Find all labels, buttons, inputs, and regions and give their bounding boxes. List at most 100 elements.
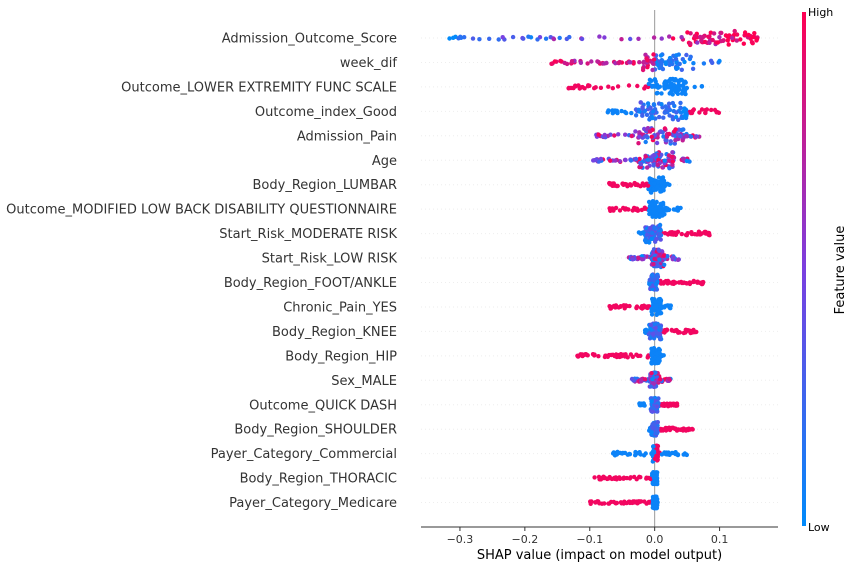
shap-point bbox=[655, 274, 660, 279]
shap-point bbox=[651, 448, 656, 454]
shap-point bbox=[675, 208, 681, 213]
shap-point bbox=[651, 262, 656, 267]
shap-point bbox=[701, 279, 706, 285]
shap-point bbox=[693, 329, 698, 335]
shap-point bbox=[670, 162, 675, 167]
shap-point bbox=[667, 62, 672, 67]
shap-point bbox=[691, 278, 696, 284]
shap-point bbox=[738, 37, 743, 42]
feature-label: Sex_MALE bbox=[331, 374, 397, 389]
shap-point bbox=[725, 38, 730, 43]
shap-point bbox=[657, 204, 662, 210]
shap-point bbox=[636, 255, 641, 260]
shap-point bbox=[678, 427, 683, 432]
shap-point bbox=[655, 443, 661, 449]
shap-point bbox=[675, 132, 680, 137]
feature-label: Age bbox=[372, 154, 397, 169]
shap-point bbox=[674, 53, 679, 58]
shap-point bbox=[707, 34, 712, 39]
shap-point bbox=[551, 36, 557, 42]
shap-point bbox=[658, 304, 664, 310]
shap-point bbox=[639, 401, 644, 406]
shap-point bbox=[654, 91, 659, 96]
shap-point bbox=[717, 35, 722, 40]
shap-point bbox=[658, 64, 664, 70]
shap-point bbox=[607, 181, 612, 186]
shap-point bbox=[675, 257, 681, 262]
shap-point bbox=[535, 37, 540, 42]
x-tick-label: 0.1 bbox=[711, 533, 729, 546]
shap-point bbox=[650, 67, 655, 73]
shap-point bbox=[621, 476, 626, 481]
shap-point bbox=[573, 83, 578, 88]
shap-point bbox=[688, 134, 694, 139]
shap-point bbox=[741, 41, 746, 46]
shap-point bbox=[710, 60, 715, 65]
shap-point bbox=[688, 330, 693, 336]
shap-point bbox=[644, 112, 650, 118]
shap-point bbox=[650, 154, 655, 159]
shap-point bbox=[602, 501, 607, 506]
shap-point bbox=[619, 37, 624, 42]
shap-point bbox=[606, 84, 611, 89]
shap-point bbox=[666, 376, 672, 382]
shap-point bbox=[658, 213, 663, 218]
shap-point bbox=[543, 36, 549, 41]
shap-point bbox=[623, 132, 628, 137]
shap-point bbox=[637, 474, 642, 480]
shap-point bbox=[650, 425, 655, 431]
shap-point bbox=[670, 150, 675, 155]
shap-point bbox=[726, 42, 731, 47]
shap-point bbox=[681, 426, 686, 431]
x-tick-label: −0.1 bbox=[576, 533, 603, 546]
shap-point bbox=[673, 451, 678, 457]
shap-point bbox=[619, 108, 624, 114]
shap-point bbox=[647, 226, 653, 231]
shap-point bbox=[681, 109, 686, 114]
shap-point bbox=[597, 34, 602, 39]
shap-point bbox=[654, 481, 660, 486]
shap-point bbox=[672, 129, 677, 134]
shap-point bbox=[645, 304, 650, 309]
feature-label: Body_Region_THORACIC bbox=[240, 472, 397, 487]
shap-point bbox=[606, 108, 611, 114]
points-layer bbox=[447, 28, 760, 511]
shap-point bbox=[616, 305, 621, 310]
shap-point bbox=[657, 248, 662, 253]
shap-point bbox=[679, 231, 684, 237]
shap-point bbox=[651, 278, 656, 283]
shap-point bbox=[661, 134, 666, 139]
shap-point bbox=[647, 281, 652, 287]
shap-point bbox=[634, 305, 639, 311]
shap-point bbox=[684, 52, 689, 58]
shap-point bbox=[640, 106, 645, 111]
shap-point bbox=[663, 104, 668, 109]
shap-point bbox=[591, 158, 596, 163]
feature-label: Body_Region_FOOT/ANKLE bbox=[224, 276, 397, 291]
shap-point bbox=[684, 113, 689, 118]
colorbar-low-label: Low bbox=[808, 521, 830, 534]
shap-point bbox=[653, 79, 658, 84]
shap-point bbox=[645, 157, 651, 162]
shap-point bbox=[650, 230, 655, 236]
shap-point bbox=[653, 322, 658, 327]
row-guides bbox=[421, 37, 778, 504]
shap-point bbox=[667, 230, 673, 235]
shap-point bbox=[664, 452, 669, 457]
shap-point bbox=[629, 133, 634, 139]
shap-point bbox=[654, 351, 659, 356]
shap-point bbox=[659, 91, 664, 96]
feature-label: Body_Region_HIP bbox=[285, 349, 397, 364]
shap-point bbox=[670, 159, 675, 164]
shap-point bbox=[602, 35, 607, 40]
shap-point bbox=[673, 137, 678, 143]
shap-point bbox=[627, 60, 632, 65]
shap-point bbox=[635, 353, 641, 359]
shap-point bbox=[662, 328, 667, 333]
shap-point bbox=[632, 500, 638, 505]
shap-point bbox=[598, 85, 604, 91]
shap-point bbox=[650, 501, 656, 506]
shap-point bbox=[662, 110, 668, 115]
shap-point bbox=[648, 476, 653, 482]
shap-point bbox=[665, 206, 670, 211]
